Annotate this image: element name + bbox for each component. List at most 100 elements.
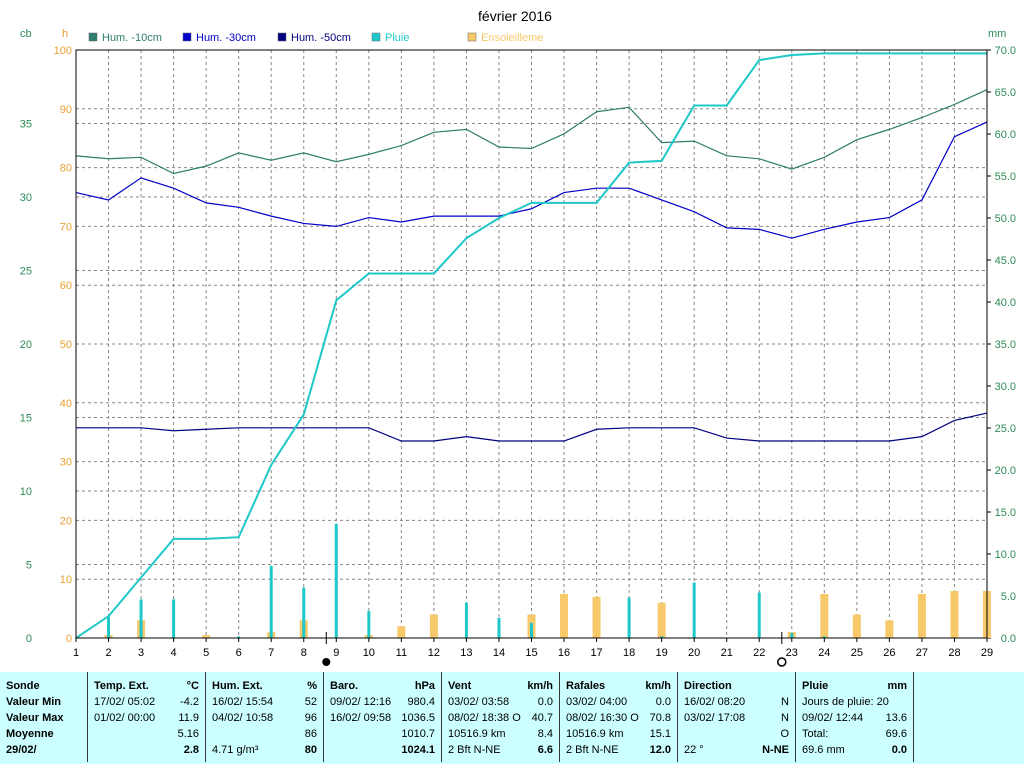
legend-swatch [277,32,287,42]
series-line-hum-30cm [75,121,988,239]
baro-title: Baro. [330,680,359,692]
x-tick-label: 19 [656,647,668,659]
sunshine-bar [950,590,959,638]
moon-markers [322,632,787,667]
rain-daily-bars [107,523,826,638]
mm-tick-label: 45.0 [995,255,1016,267]
x-tick-label: 7 [268,647,274,659]
vent-title: Vent [448,680,472,692]
col-pluie: Pluie mm Jours de pluie: 20 09/02/ 12:44 1… [796,672,914,762]
hum-abs: 4.71 g/m³ [212,744,259,756]
pluie-total-label: Total: [802,728,829,740]
sunshine-bar [852,614,861,638]
rafales-max-date: 08/02/ 16:30 O [566,712,639,724]
rafales-min-value: 0.0 [655,696,671,708]
temp-min-date: 17/02/ 05:02 [94,696,156,708]
vent-moy: 8.4 [537,728,553,740]
series-line-pluie [75,52,987,639]
rain-daily-bar [237,636,241,638]
x-tick-label: 10 [363,647,375,659]
mm-tick-label: 50.0 [995,213,1016,225]
rain-daily-bar [530,622,533,638]
legend-label: Pluie [385,32,409,44]
axis-label-cb: cb [20,28,32,40]
sunshine-bar [820,593,829,638]
dir-degrees: 22 ° [684,744,704,756]
vent-min-date: 03/02/ 03:58 [448,696,510,708]
mm-tick-label: 25.0 [995,423,1016,435]
cb-tick-label: 35 [20,119,32,131]
dir-max-date: 03/02/ 17:08 [684,712,746,724]
vent-current: 6.6 [537,744,553,756]
legend-label: Hum. -30cm [196,32,256,44]
sunshine-bar [917,593,926,638]
h-tick-label: 80 [60,163,72,175]
legend: Hum. -10cm Hum. -30cm Hum. -50cm Pluie Ensol… [88,32,543,44]
x-tick-label: 14 [493,647,505,659]
h-tick-label: 0 [66,633,72,645]
mm-tick-label: 5.0 [1001,591,1016,603]
hum-current: 80 [304,744,317,756]
dir-current: N-NE [762,744,789,756]
rain-daily-bar [497,617,501,638]
temp-max-value: 11.9 [178,712,199,724]
rain-daily-bar [269,565,273,638]
hum-unit: % [307,680,317,692]
x-tick-label: 3 [138,647,144,659]
h-tick-label: 60 [60,280,72,292]
rain-daily-bar [302,587,306,638]
col-temp: Temp. Ext. °C 17/02/ 05:02 -4.2 01/02/ 00:… [88,672,206,762]
series-line-hum-50cm [76,412,988,442]
pluie-title: Pluie [802,680,829,692]
x-tick-label: 17 [590,647,602,659]
rafales-current: 12.0 [649,744,671,756]
legend-swatch [182,32,192,42]
x-tick-label: 6 [236,647,242,659]
pluie-total: 69.6 [885,728,907,740]
x-tick-label: 20 [688,647,700,659]
rain-daily-bar [107,616,111,638]
sunshine-bar [560,593,569,638]
cb-tick-label: 30 [20,192,32,204]
baro-current: 1024.1 [401,744,435,756]
rafales-moy: 15.1 [649,728,671,740]
col-direction: Direction 16/02/ 08:20 N 03/02/ 17:08 N O … [678,672,796,762]
x-tick-label: 15 [525,647,537,659]
rain-daily-bar [757,592,761,638]
summary-table: Sonde Valeur Min Valeur Max Moyenne 29/0… [0,672,1024,764]
mm-tick-label: 35.0 [995,339,1016,351]
series-lines [75,52,988,639]
hum-max-value: 96 [304,712,317,724]
cb-tick-label: 0 [26,633,32,645]
vent-bft: 2 Bft N-NE [448,744,501,756]
legend-swatch [467,32,477,42]
vent-max-date: 08/02/ 18:38 O [448,712,521,724]
x-tick-label: 16 [558,647,570,659]
vent-max-value: 40.7 [531,712,553,724]
h-tick-label: 100 [54,45,72,57]
chart-title: février 2016 [478,8,552,24]
baro-max-value: 1036.5 [401,712,435,724]
label-date: 29/02/ [6,744,37,756]
grid [76,50,987,638]
legend-label: Hum. -50cm [291,32,351,44]
label-min: Valeur Min [6,696,62,708]
rain-daily-bar [334,523,338,638]
sunshine-bar [429,614,438,638]
col-sonde: Sonde Valeur Min Valeur Max Moyenne 29/0… [0,672,88,762]
new-moon-icon [777,657,787,667]
legend-label: Hum. -10cm [102,32,162,44]
pluie-max-value: 13.6 [885,712,907,724]
x-tick-label: 21 [721,647,733,659]
rain-daily-bar [790,632,794,638]
weather-chart: février 2016 cb h mm Hum. -10cm Hum. -30c… [20,8,1016,667]
dir-moy: O [780,728,789,740]
x-tick-label: 5 [203,647,209,659]
x-tick-label: 2 [105,647,111,659]
legend-swatch [88,32,98,42]
baro-unit: hPa [414,680,435,692]
sunshine-bar [885,620,894,638]
h-tick-label: 50 [60,339,72,351]
x-tick-label: 12 [428,647,440,659]
mm-tick-label: 10.0 [995,549,1016,561]
